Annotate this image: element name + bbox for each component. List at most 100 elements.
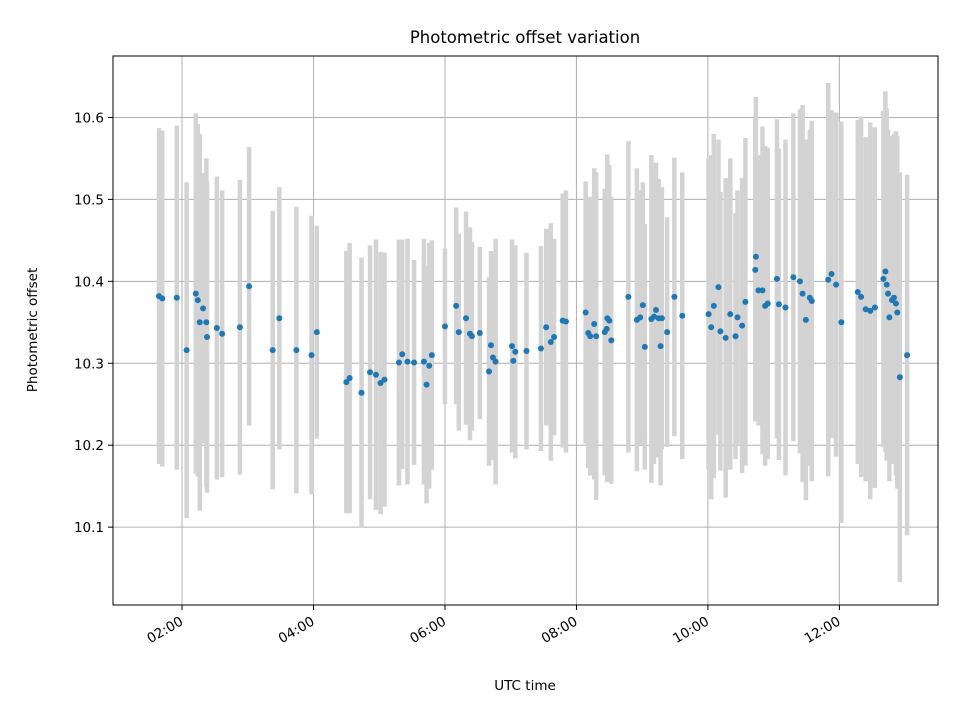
data-point [883,281,890,288]
data-point [562,318,569,325]
plot-frame [112,55,939,606]
data-point [658,315,665,322]
data-point [192,290,199,297]
data-point [346,375,353,382]
data-point [651,313,658,320]
data-point [775,301,782,308]
data-point [871,304,878,311]
data-point [862,306,869,313]
data-point [159,295,166,302]
data-point [603,325,610,332]
data-point [582,309,589,316]
data-point [717,328,724,335]
data-point [880,275,887,282]
data-point [411,359,418,366]
data-point [708,324,715,331]
data-point [752,253,759,260]
data-point [204,334,211,341]
data-point [395,359,402,366]
data-point [886,314,893,321]
y-axis-label: Photometric offset [25,268,41,392]
y-tick-label: 10.6 [74,110,104,126]
data-point [625,293,632,300]
data-point [358,389,365,396]
data-point [308,352,315,359]
data-point [591,320,598,327]
x-axis-label: UTC time [494,678,556,694]
data-point [710,302,717,309]
data-point [808,298,815,305]
data-point [637,314,644,321]
data-point [825,276,832,283]
data-point [732,333,739,340]
data-point [727,311,734,318]
data-point [236,324,243,331]
data-point [671,293,678,300]
data-point [313,329,320,336]
data-point [679,312,686,319]
data-point [269,347,276,354]
y-tick-label: 10.2 [74,438,104,454]
data-point [423,381,430,388]
data-point [641,343,648,350]
data-point [664,329,671,336]
y-tick-label: 10.5 [74,192,104,208]
data-point [441,323,448,330]
data-point [773,275,780,282]
data-point [219,330,226,337]
data-point [790,274,797,281]
data-point [802,316,809,323]
data-point [476,329,483,336]
data-point [742,298,749,305]
data-point [890,294,897,301]
data-point [705,311,712,318]
data-point [657,343,664,350]
data-point [426,362,433,369]
data-point [487,342,494,349]
data-point [463,315,470,322]
chart-title: Photometric offset variation [410,28,640,47]
data-point [894,309,901,316]
data-point [523,347,530,354]
data-point [200,305,207,312]
data-point [551,334,558,341]
data-point [606,317,613,324]
data-point [764,300,771,307]
data-point [428,352,435,359]
y-ticks: 10.1 10.2 10.3 10.4 10.5 10.6 [74,110,113,536]
y-tick-label: 10.1 [74,520,104,536]
data-point [639,302,646,309]
data-point [885,290,892,297]
data-point [372,371,379,378]
data-point [854,288,861,295]
data-point [715,284,722,291]
data-point [455,329,462,336]
data-point [420,358,427,365]
data-point [543,324,550,331]
data-point [509,343,516,350]
data-point [782,304,789,311]
data-point [587,333,594,340]
data-point [858,293,865,300]
data-point [381,376,388,383]
data-point [796,278,803,285]
data-point [828,270,835,277]
data-point [739,322,746,329]
data-point [833,281,840,288]
data-point [399,351,406,358]
data-point [652,307,659,314]
data-point [173,294,180,301]
data-point [608,337,615,344]
y-tick-label: 10.3 [74,356,104,372]
data-point [882,268,889,275]
data-point [404,358,411,365]
data-point [759,287,766,294]
data-point [867,307,874,314]
data-point [293,347,300,354]
data-point [752,266,759,273]
data-point [892,300,899,307]
data-point [799,290,806,297]
data-point [183,347,190,354]
data-point [593,333,600,340]
data-point [512,348,519,355]
